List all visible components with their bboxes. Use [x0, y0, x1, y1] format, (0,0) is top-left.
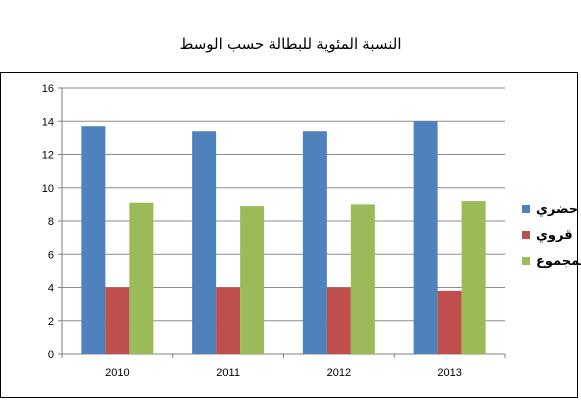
x-tick-label: 2013	[437, 367, 461, 379]
chart-frame	[0, 72, 578, 398]
legend-item: قروي	[522, 227, 581, 243]
y-tick-label: 14	[42, 116, 54, 128]
bar	[216, 287, 241, 354]
legend-item: المجموع	[522, 253, 581, 269]
legend-swatch	[522, 257, 530, 265]
chart-legend: حضري قروي المجموع	[522, 201, 581, 269]
legend-swatch	[522, 205, 530, 213]
bar	[129, 202, 154, 354]
y-tick-label: 0	[48, 349, 54, 361]
x-tick-label: 2010	[105, 367, 129, 379]
y-tick-label: 8	[48, 216, 54, 228]
chart-title: النسبة المئوية للبطالة حسب الوسط	[179, 36, 402, 53]
bar	[81, 126, 106, 354]
y-tick-label: 2	[48, 316, 54, 328]
bar	[437, 290, 462, 354]
bar	[240, 206, 265, 354]
x-tick-label: 2011	[216, 367, 240, 379]
bar	[105, 287, 130, 354]
y-tick-label: 12	[42, 150, 54, 162]
bar	[326, 287, 351, 354]
legend-label: المجموع	[536, 253, 581, 268]
bar	[302, 131, 327, 354]
x-tick-label: 2012	[327, 367, 351, 379]
legend-label: حضري	[536, 201, 579, 216]
y-tick-label: 10	[42, 183, 54, 195]
legend-item: حضري	[522, 201, 581, 217]
legend-label: قروي	[536, 227, 573, 242]
bar	[413, 121, 438, 354]
y-tick-label: 4	[48, 283, 54, 295]
bar	[350, 204, 375, 354]
bar	[192, 131, 217, 354]
y-tick-label: 6	[48, 249, 54, 261]
y-tick-label: 16	[42, 83, 54, 95]
bar	[461, 201, 486, 354]
legend-swatch	[522, 231, 530, 239]
